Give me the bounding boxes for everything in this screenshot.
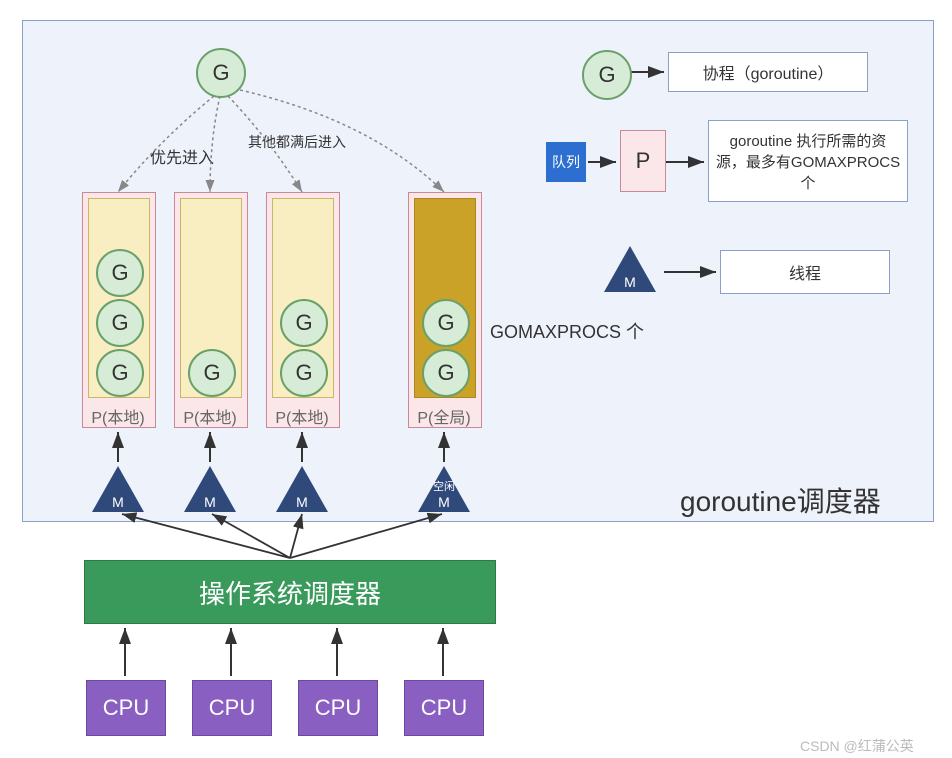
cpu-box: CPU <box>86 680 166 736</box>
legend-m-label: M <box>604 274 656 290</box>
cpu-box: CPU <box>298 680 378 736</box>
watermark-text: CSDN @红蒲公英 <box>800 736 914 756</box>
legend-queue-icon: 队列 <box>546 142 586 182</box>
m-thread-icon: M <box>184 466 236 512</box>
m-thread-icon: M <box>92 466 144 512</box>
os-scheduler-box: 操作系统调度器 <box>84 560 496 624</box>
goroutine-node: G <box>422 299 470 347</box>
scheduler-title: goroutine调度器 <box>680 480 881 520</box>
m-thread-idle-icon: M空闲 <box>418 466 470 512</box>
p-queue-label: P(全局) <box>408 404 480 428</box>
cpu-box: CPU <box>404 680 484 736</box>
priority-label: 优先进入 <box>150 144 214 168</box>
p-queue-label: P(本地) <box>174 404 246 428</box>
legend-p-icon: P <box>620 130 666 192</box>
cpu-box: CPU <box>192 680 272 736</box>
goroutine-node: G <box>96 349 144 397</box>
diagram-canvas: goroutine调度器 G 优先进入 其他都满后进入 <box>0 0 952 758</box>
top-goroutine-node: G <box>196 48 246 98</box>
goroutine-node: G <box>422 349 470 397</box>
m-label: M <box>418 494 470 510</box>
legend-g-icon: G <box>582 50 632 100</box>
m-label: M <box>92 494 144 510</box>
m-label: M <box>184 494 236 510</box>
goroutine-node: G <box>96 299 144 347</box>
goroutine-node: G <box>188 349 236 397</box>
legend-m-icon: M <box>604 246 656 292</box>
gomaxprocs-label: GOMAXPROCS 个 <box>490 318 644 344</box>
legend-m-box: 线程 <box>720 250 890 294</box>
overflow-label: 其他都满后进入 <box>248 132 346 152</box>
goroutine-node: G <box>96 249 144 297</box>
goroutine-node: G <box>280 349 328 397</box>
m-label: M <box>276 494 328 510</box>
legend-p-box: goroutine 执行所需的资源，最多有GOMAXPROCS 个 <box>708 120 908 202</box>
p-queue-label: P(本地) <box>82 404 154 428</box>
m-idle-label: 空闲 <box>418 478 470 494</box>
p-queue-label: P(本地) <box>266 404 338 428</box>
goroutine-node: G <box>280 299 328 347</box>
legend-g-box: 协程（goroutine） <box>668 52 868 92</box>
m-thread-icon: M <box>276 466 328 512</box>
